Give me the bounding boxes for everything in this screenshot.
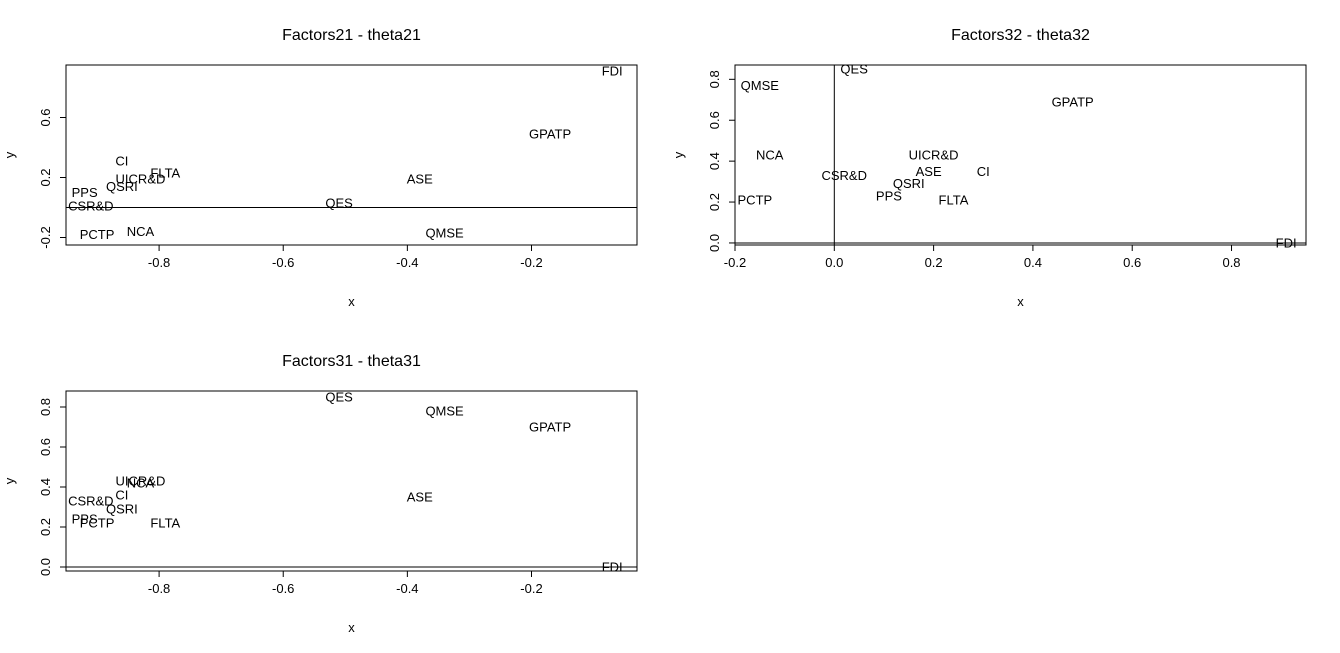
x-tick-label: -0.6 bbox=[272, 581, 294, 596]
point-label-qsri: QSRI bbox=[106, 179, 138, 194]
x-tick-label: -0.4 bbox=[396, 255, 418, 270]
x-tick-label: 0.8 bbox=[1222, 255, 1240, 270]
x-axis-label: x bbox=[348, 620, 355, 635]
plot-title: Factors21 - theta21 bbox=[282, 27, 421, 44]
plot-title: Factors31 - theta31 bbox=[282, 353, 421, 370]
point-label-qsri: QSRI bbox=[893, 176, 925, 191]
y-tick-label: 0.4 bbox=[38, 478, 53, 496]
y-axis-label: y bbox=[2, 151, 17, 158]
point-label-csrandd: CSR&D bbox=[68, 199, 114, 214]
x-tick-label: -0.6 bbox=[272, 255, 294, 270]
y-tick-label: 0.0 bbox=[38, 558, 53, 576]
point-label-pps: PPS bbox=[876, 188, 902, 203]
point-label-gpatp: GPATP bbox=[529, 127, 571, 142]
plot-frame bbox=[65, 390, 638, 572]
panel-3: Factors31 - theta31 -0.8 -0.6 -0.4 -0.2 0.0 0.… bbox=[2, 353, 638, 635]
point-label-qes: QES bbox=[325, 390, 353, 405]
point-label-flta: FLTA bbox=[939, 193, 969, 208]
point-label-nca: NCA bbox=[127, 476, 155, 491]
x-tick-label: -0.8 bbox=[148, 581, 170, 596]
x-axis-label: x bbox=[348, 294, 355, 309]
panel-1: Factors21 - theta21 -0.8 -0.6 -0.4 -0.2 -0.2 0… bbox=[2, 27, 638, 309]
point-label-nca: NCA bbox=[127, 224, 155, 239]
x-tick-label: 0.0 bbox=[825, 255, 843, 270]
point-label-qmse: QMSE bbox=[741, 78, 780, 93]
point-label-pctp: PCTP bbox=[738, 193, 773, 208]
y-tick-label: 0.4 bbox=[707, 152, 722, 170]
y-tick-label: 0.2 bbox=[707, 193, 722, 211]
panel-2: Factors32 - theta32-0.2 0.0 0.2 0.4 0.6 0.80.… bbox=[671, 27, 1307, 309]
x-tick-label: -0.4 bbox=[396, 581, 418, 596]
y-axis-label: y bbox=[671, 151, 686, 158]
x-axis-label: x bbox=[1017, 294, 1024, 309]
x-tick-label: 0.2 bbox=[925, 255, 943, 270]
point-label-qmse: QMSE bbox=[425, 226, 464, 241]
y-axis-label: y bbox=[2, 477, 17, 484]
x-tick-label: -0.2 bbox=[724, 255, 746, 270]
point-label-uicrandd: UICR&D bbox=[909, 148, 959, 163]
point-label-flta: FLTA bbox=[150, 166, 180, 181]
point-label-ase: ASE bbox=[407, 172, 433, 187]
y-tick-label: 0.6 bbox=[707, 111, 722, 129]
point-label-fdi: FDI bbox=[602, 64, 623, 79]
y-tick-label: 0.6 bbox=[38, 438, 53, 456]
point-label-qes: QES bbox=[840, 62, 868, 77]
plot-frame bbox=[734, 64, 1307, 246]
x-tick-label: 0.6 bbox=[1123, 255, 1141, 270]
point-label-ci: CI bbox=[977, 164, 990, 179]
point-label-qsri: QSRI bbox=[106, 502, 138, 517]
y-tick-label: 0.6 bbox=[38, 108, 53, 126]
point-label-pps: PPS bbox=[72, 185, 98, 200]
point-label-pctp: PCTP bbox=[80, 227, 115, 242]
y-tick-label: 0.8 bbox=[38, 398, 53, 416]
y-tick-label: -0.2 bbox=[38, 226, 53, 248]
point-label-ase: ASE bbox=[916, 164, 942, 179]
x-tick-label: -0.8 bbox=[148, 255, 170, 270]
point-label-nca: NCA bbox=[756, 148, 784, 163]
point-label-ci: CI bbox=[115, 488, 128, 503]
point-label-ase: ASE bbox=[407, 490, 433, 505]
point-label-fdi: FDI bbox=[602, 560, 623, 575]
point-label-gpatp: GPATP bbox=[529, 420, 571, 435]
x-tick-label: -0.2 bbox=[520, 255, 542, 270]
plot-title: Factors32 - theta32 bbox=[951, 27, 1090, 44]
point-label-uicrandd: UICR&D bbox=[116, 172, 166, 187]
x-tick-label: 0.4 bbox=[1024, 255, 1042, 270]
y-tick-label: 0.2 bbox=[38, 168, 53, 186]
y-tick-label: 0.0 bbox=[707, 234, 722, 252]
point-label-qes: QES bbox=[325, 196, 353, 211]
y-tick-label: 0.2 bbox=[38, 518, 53, 536]
point-label-gpatp: GPATP bbox=[1052, 94, 1094, 109]
point-label-flta: FLTA bbox=[150, 516, 180, 531]
point-label-ci: CI bbox=[115, 154, 128, 169]
point-label-pctp: PCTP bbox=[80, 516, 115, 531]
point-label-csrandd: CSR&D bbox=[821, 168, 867, 183]
point-label-uicrandd: UICR&D bbox=[116, 474, 166, 489]
y-tick-label: 0.8 bbox=[707, 70, 722, 88]
point-label-csrandd: CSR&D bbox=[68, 494, 114, 509]
point-label-pps: PPS bbox=[72, 512, 98, 527]
point-label-fdi: FDI bbox=[1276, 235, 1297, 250]
point-label-qmse: QMSE bbox=[425, 404, 464, 419]
x-tick-label: -0.2 bbox=[520, 581, 542, 596]
plot-frame bbox=[65, 64, 638, 246]
